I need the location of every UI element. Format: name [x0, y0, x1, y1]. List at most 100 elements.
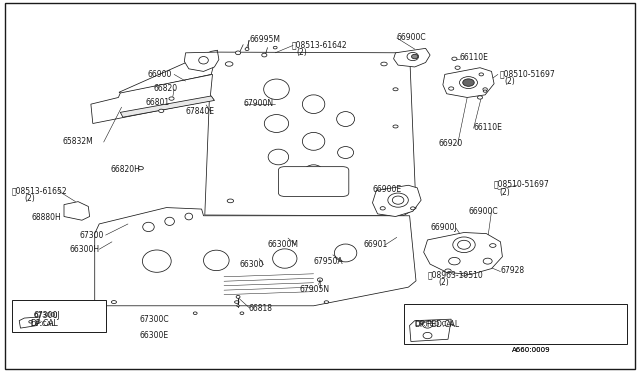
Ellipse shape: [303, 95, 325, 113]
Text: 67900N: 67900N: [243, 99, 273, 108]
Ellipse shape: [453, 237, 476, 253]
Ellipse shape: [264, 79, 289, 99]
Polygon shape: [410, 319, 451, 341]
Ellipse shape: [412, 54, 418, 59]
Text: DP:FED.CAL: DP:FED.CAL: [415, 320, 460, 329]
Polygon shape: [394, 48, 430, 67]
Text: Ⓝ08513-61652: Ⓝ08513-61652: [12, 186, 67, 195]
Ellipse shape: [337, 112, 355, 126]
Ellipse shape: [185, 213, 193, 220]
Ellipse shape: [460, 77, 477, 89]
Text: 67300J: 67300J: [33, 312, 58, 318]
Text: 66900E: 66900E: [372, 185, 402, 194]
Ellipse shape: [273, 46, 277, 49]
Ellipse shape: [324, 301, 329, 304]
Text: (2): (2): [504, 77, 515, 86]
Ellipse shape: [262, 53, 267, 57]
Text: A660:0009: A660:0009: [512, 347, 550, 353]
Text: DP:CAL: DP:CAL: [31, 319, 58, 328]
Ellipse shape: [204, 250, 229, 271]
Polygon shape: [91, 74, 212, 124]
Polygon shape: [120, 96, 214, 117]
Ellipse shape: [463, 79, 474, 86]
Ellipse shape: [490, 244, 496, 247]
Text: A660:0009: A660:0009: [512, 347, 550, 353]
Ellipse shape: [111, 301, 116, 304]
Text: 66900C: 66900C: [468, 207, 498, 216]
Ellipse shape: [227, 199, 234, 203]
Ellipse shape: [29, 320, 33, 323]
Bar: [404, 304, 627, 344]
Ellipse shape: [479, 73, 484, 76]
Ellipse shape: [304, 165, 323, 179]
Text: 67928: 67928: [500, 266, 525, 275]
Text: 66901: 66901: [364, 240, 388, 249]
Text: DP:FED.CAL: DP:FED.CAL: [415, 321, 456, 327]
Text: 67300J: 67300J: [33, 311, 60, 320]
Ellipse shape: [380, 206, 385, 210]
Text: (2): (2): [24, 194, 35, 203]
Ellipse shape: [407, 52, 419, 61]
Ellipse shape: [335, 244, 357, 262]
Ellipse shape: [477, 96, 483, 99]
Ellipse shape: [483, 88, 488, 91]
Text: 66900C: 66900C: [397, 33, 426, 42]
Ellipse shape: [143, 250, 172, 272]
Ellipse shape: [303, 132, 325, 150]
Polygon shape: [205, 52, 416, 216]
Text: (2): (2): [499, 188, 510, 197]
Ellipse shape: [388, 199, 393, 202]
Ellipse shape: [268, 149, 289, 165]
Ellipse shape: [449, 257, 460, 265]
Polygon shape: [443, 68, 494, 97]
Text: 68880H: 68880H: [32, 213, 61, 222]
Ellipse shape: [452, 57, 457, 61]
Ellipse shape: [234, 301, 239, 304]
Ellipse shape: [411, 207, 415, 210]
Text: 66900: 66900: [147, 70, 172, 79]
Text: Ⓝ08510-51697: Ⓝ08510-51697: [494, 180, 550, 189]
Ellipse shape: [143, 222, 154, 231]
Ellipse shape: [483, 258, 492, 264]
Ellipse shape: [422, 321, 433, 328]
Ellipse shape: [317, 278, 323, 282]
Polygon shape: [19, 317, 40, 328]
Ellipse shape: [423, 333, 432, 339]
Polygon shape: [95, 208, 416, 306]
Ellipse shape: [392, 196, 404, 204]
Ellipse shape: [388, 193, 408, 207]
Text: 67300: 67300: [80, 231, 104, 240]
Text: 66995M: 66995M: [250, 35, 280, 44]
Polygon shape: [119, 50, 218, 94]
Text: Ⓝ08513-61642: Ⓝ08513-61642: [292, 40, 348, 49]
Text: 66820: 66820: [154, 84, 178, 93]
Text: (2): (2): [438, 278, 449, 287]
Text: 66801: 66801: [146, 98, 170, 107]
Ellipse shape: [483, 90, 487, 92]
Text: 66110E: 66110E: [474, 123, 502, 132]
Ellipse shape: [138, 166, 143, 170]
Text: 66300E: 66300E: [140, 331, 169, 340]
Ellipse shape: [240, 312, 244, 315]
Ellipse shape: [381, 62, 387, 66]
Ellipse shape: [393, 88, 398, 91]
Polygon shape: [184, 52, 219, 71]
Text: 67300C: 67300C: [140, 315, 169, 324]
Ellipse shape: [338, 147, 354, 158]
Ellipse shape: [393, 125, 398, 128]
Text: 65832M: 65832M: [63, 137, 93, 146]
Ellipse shape: [445, 269, 451, 273]
Text: 66818: 66818: [248, 304, 273, 312]
Ellipse shape: [198, 57, 209, 64]
Text: Ⓝ08510-51697: Ⓝ08510-51697: [499, 69, 555, 78]
Ellipse shape: [461, 273, 467, 276]
Ellipse shape: [193, 312, 197, 315]
Ellipse shape: [245, 48, 249, 51]
Text: 66300H: 66300H: [69, 245, 99, 254]
Ellipse shape: [237, 305, 239, 307]
Text: DP:CAL: DP:CAL: [31, 321, 56, 327]
Ellipse shape: [449, 87, 454, 90]
Text: 66110E: 66110E: [460, 53, 488, 62]
Text: 67905N: 67905N: [300, 285, 330, 294]
Text: 66820H: 66820H: [110, 165, 140, 174]
